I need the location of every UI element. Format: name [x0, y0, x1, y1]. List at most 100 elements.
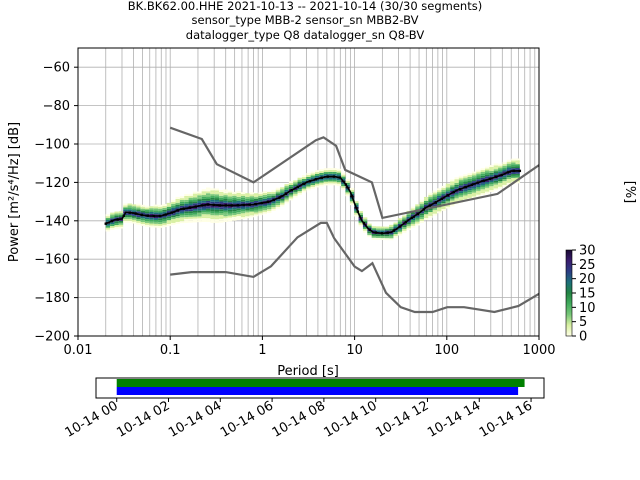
psd-cell	[210, 220, 215, 223]
psd-cell	[153, 221, 159, 224]
psd-cell	[223, 212, 228, 215]
psd-cell	[467, 174, 472, 177]
psd-cell	[210, 217, 215, 220]
psd-cell	[240, 209, 246, 212]
psd-cell	[267, 209, 272, 212]
mean-psd-point	[212, 203, 215, 207]
psd-cell	[493, 171, 499, 174]
psd-cell	[463, 183, 468, 186]
psd-cell	[463, 176, 468, 179]
y-tick-label: −180	[34, 291, 70, 306]
psd-cell	[511, 168, 516, 171]
psd-cell	[332, 179, 337, 182]
psd-cell	[232, 201, 237, 204]
psd-cell	[149, 223, 154, 226]
psd-cell	[258, 205, 263, 208]
psd-cell	[232, 218, 237, 221]
psd-cell	[410, 208, 416, 211]
psd-cell	[110, 227, 115, 230]
psd-cell	[245, 200, 250, 203]
psd-cell	[210, 207, 215, 210]
psd-cell	[267, 207, 272, 210]
psd-cell	[423, 200, 429, 203]
noise-models	[169, 126, 540, 314]
psd-cell	[136, 220, 141, 223]
psd-cell	[144, 217, 150, 220]
psd-cell	[484, 185, 490, 188]
psd-cell	[463, 195, 468, 198]
psd-cell	[437, 207, 442, 210]
psd-cell	[454, 184, 459, 187]
psd-cell	[463, 182, 468, 184]
psd-cell	[476, 187, 481, 189]
psd-cell	[297, 187, 302, 190]
psd-cell	[423, 214, 429, 217]
colorbar-label: [%]	[622, 181, 637, 204]
psd-cell	[428, 208, 433, 211]
psd-cell	[232, 213, 237, 215]
psd-cell	[349, 187, 355, 190]
psd-cell	[249, 207, 254, 210]
psd-cell	[310, 171, 315, 174]
psd-cell	[249, 196, 254, 199]
psd-cell	[301, 177, 307, 179]
psd-cell	[214, 194, 220, 197]
psd-cell	[310, 181, 315, 184]
psd-cell	[184, 219, 189, 221]
psd-cell	[275, 187, 281, 190]
psd-cell	[192, 197, 198, 200]
mean-psd-point	[296, 185, 300, 189]
psd-cell	[332, 181, 337, 184]
psd-cell	[131, 206, 137, 209]
psd-cell	[236, 217, 241, 220]
psd-cell	[271, 201, 276, 204]
psd-cell	[236, 200, 241, 203]
psd-cell	[110, 222, 115, 225]
y-tick-label: −60	[43, 61, 70, 76]
psd-cell	[131, 221, 137, 224]
psd-cell	[454, 190, 459, 193]
psd-cell	[445, 187, 451, 190]
psd-cell	[341, 184, 346, 187]
mean-psd-point	[320, 176, 324, 179]
psd-cell	[232, 191, 237, 194]
psd-cell	[284, 201, 289, 204]
psd-cell	[188, 216, 193, 219]
psd-cell	[158, 216, 163, 219]
x-tick-label: 0.1	[160, 343, 181, 358]
psd-cell	[175, 204, 180, 207]
coverage-bar	[116, 379, 525, 387]
psd-cell	[158, 206, 163, 209]
psd-cell	[511, 162, 516, 165]
psd-cell	[310, 175, 315, 178]
psd-cell	[258, 213, 263, 216]
psd-cell	[214, 196, 220, 199]
psd-cell	[389, 238, 394, 241]
psd-cell	[206, 193, 211, 196]
psd-cell	[471, 177, 477, 180]
psd-cell	[371, 233, 377, 236]
psd-cell	[354, 212, 359, 215]
psd-cell	[258, 192, 263, 195]
psd-cell	[450, 204, 455, 207]
psd-cell	[380, 226, 385, 229]
mean-psd-point	[356, 210, 360, 213]
psd-cell	[345, 188, 350, 191]
psd-cell	[476, 194, 481, 197]
psd-cell	[389, 236, 394, 239]
psd-cell	[232, 214, 237, 217]
psd-cell	[297, 177, 302, 180]
psd-cell	[214, 215, 220, 218]
psd-cell	[428, 213, 433, 216]
psd-cell	[184, 199, 189, 202]
colorbar-tick-label: 10	[579, 301, 596, 316]
psd-cell	[219, 213, 224, 215]
psd-cell	[515, 166, 520, 169]
psd-cell	[188, 213, 193, 215]
psd-cell	[362, 226, 368, 229]
psd-cell	[437, 203, 442, 206]
psd-cell	[498, 165, 503, 168]
psd-cell	[498, 184, 503, 187]
psd-cell	[406, 212, 411, 215]
psd-cell	[484, 168, 490, 171]
